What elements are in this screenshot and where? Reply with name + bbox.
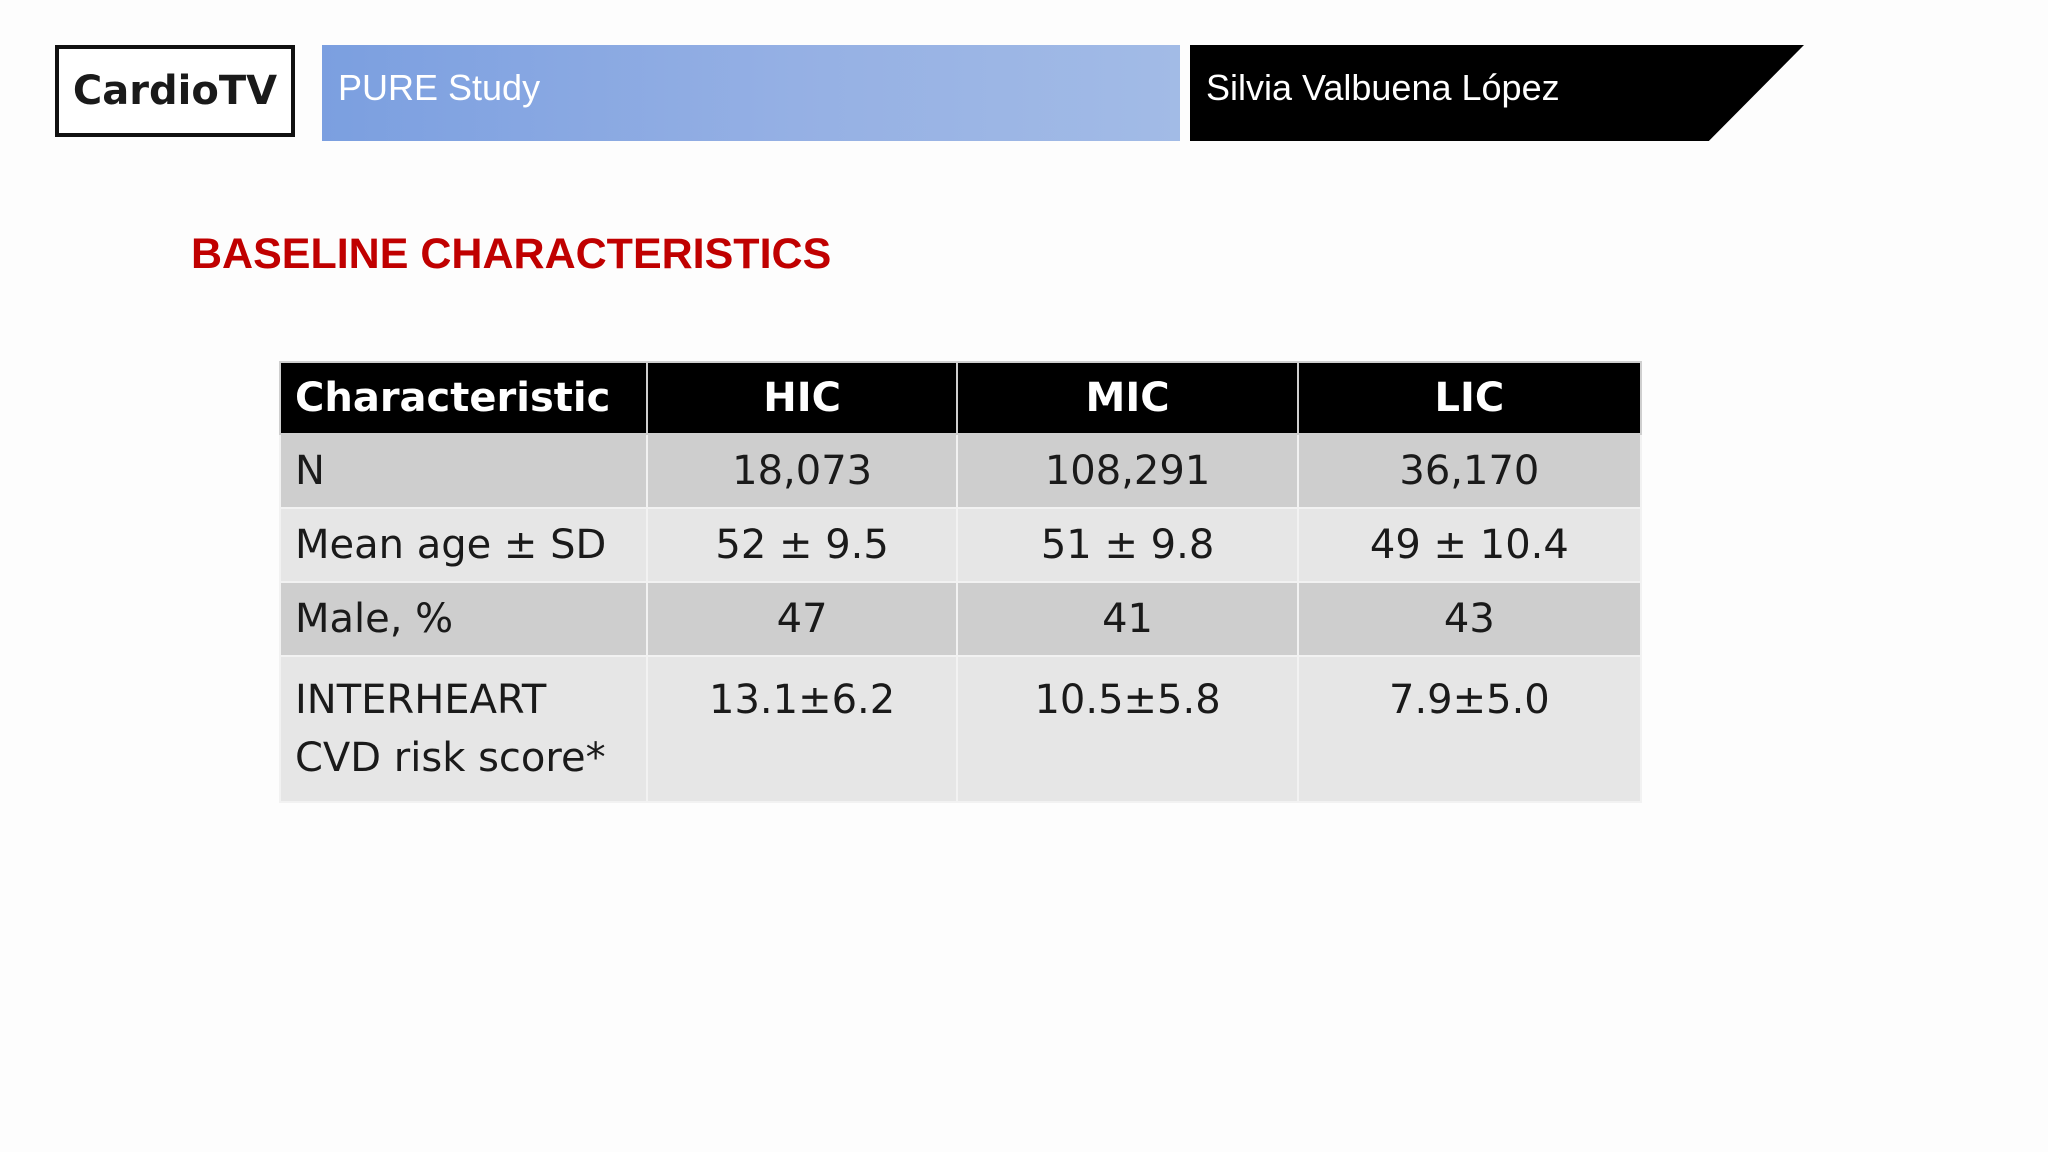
row-label-line: INTERHEART bbox=[295, 677, 547, 723]
cell-mic: 51 ± 9.8 bbox=[956, 507, 1299, 583]
cell-lic: 36,170 bbox=[1296, 433, 1643, 509]
column-header-mic: MIC bbox=[956, 361, 1299, 435]
row-label-male: Male, % bbox=[279, 581, 648, 657]
row-label-mean-age: Mean age ± SD bbox=[279, 507, 648, 583]
table-row: Male, % 47 41 43 bbox=[279, 581, 1643, 657]
baseline-characteristics-table: Characteristic HIC MIC LIC N 18,073 108,… bbox=[279, 361, 1643, 803]
cell-hic: 13.1±6.2 bbox=[645, 655, 959, 803]
column-header-lic: LIC bbox=[1296, 361, 1643, 435]
column-header-characteristic: Characteristic bbox=[279, 361, 648, 435]
cell-mic: 10.5±5.8 bbox=[956, 655, 1299, 803]
row-label-n: N bbox=[279, 433, 648, 509]
column-header-hic: HIC bbox=[645, 361, 959, 435]
study-title: PURE Study bbox=[338, 67, 541, 108]
speaker-name: Silvia Valbuena López bbox=[1206, 67, 1560, 108]
table-row: Mean age ± SD 52 ± 9.5 51 ± 9.8 49 ± 10.… bbox=[279, 507, 1643, 583]
row-label-interheart: INTERHEART CVD risk score* bbox=[279, 655, 648, 803]
study-title-bar: PURE Study bbox=[322, 45, 1180, 141]
slide-title: BASELINE CHARACTERISTICS bbox=[191, 230, 832, 278]
cell-hic: 52 ± 9.5 bbox=[645, 507, 959, 583]
cell-lic: 49 ± 10.4 bbox=[1296, 507, 1643, 583]
table-row: N 18,073 108,291 36,170 bbox=[279, 433, 1643, 509]
cell-mic: 108,291 bbox=[956, 433, 1299, 509]
table-header-row: Characteristic HIC MIC LIC bbox=[279, 361, 1643, 435]
cell-hic: 18,073 bbox=[645, 433, 959, 509]
row-label-line: CVD risk score* bbox=[295, 735, 606, 781]
cell-hic: 47 bbox=[645, 581, 959, 657]
speaker-name-bar: Silvia Valbuena López bbox=[1190, 45, 1804, 141]
logo-text: CardioTV bbox=[72, 68, 278, 114]
cardiotv-logo: CardioTV bbox=[55, 45, 295, 137]
cell-lic: 7.9±5.0 bbox=[1296, 655, 1643, 803]
cell-lic: 43 bbox=[1296, 581, 1643, 657]
table-row: INTERHEART CVD risk score* 13.1±6.2 10.5… bbox=[279, 655, 1643, 803]
cell-mic: 41 bbox=[956, 581, 1299, 657]
